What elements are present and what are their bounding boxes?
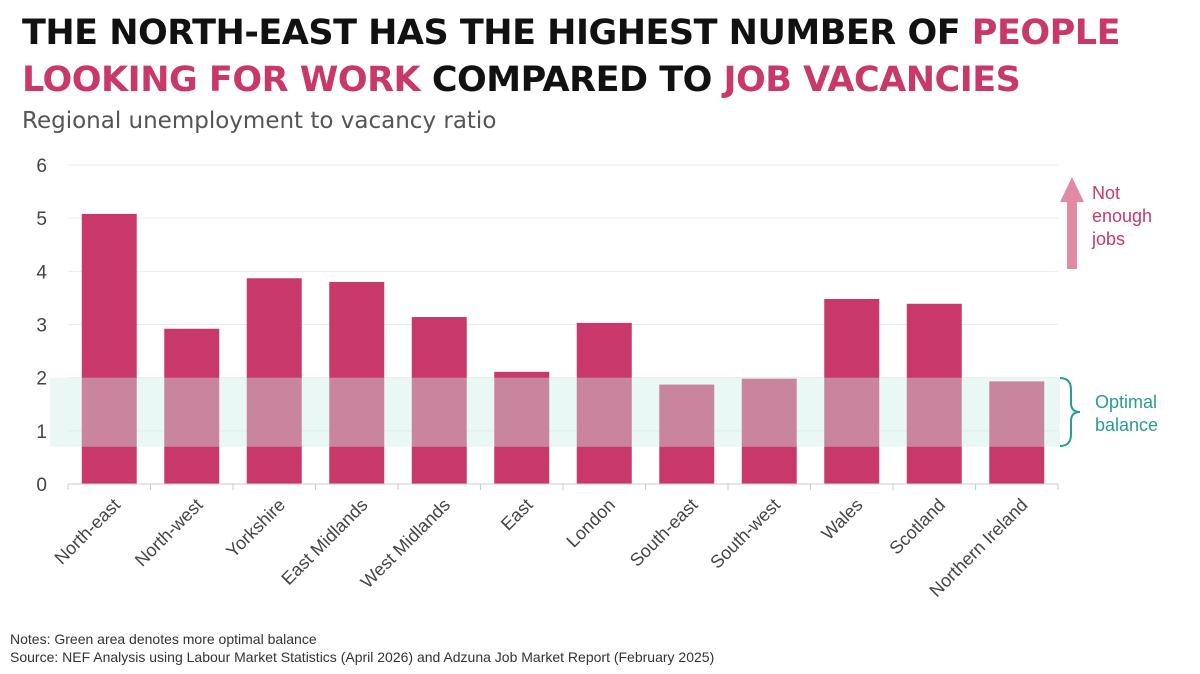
- bar: [824, 298, 880, 484]
- bar: [329, 281, 385, 484]
- not-enough-jobs-annotation: Not enough jobs: [1091, 183, 1152, 249]
- x-tick-label: Yorkshire: [222, 495, 289, 562]
- bar: [81, 213, 137, 484]
- y-tick-label: 3: [36, 316, 47, 337]
- title-part-4: JOB VACANCIES: [723, 60, 1021, 100]
- x-tick-label: West Midlands: [357, 495, 454, 592]
- x-tick-label: South-east: [626, 495, 702, 571]
- x-tick-label: North-east: [51, 495, 125, 569]
- y-tick-labels: 0 1 2 3 4 5 6: [36, 156, 47, 496]
- notes-text: Notes: Green area denotes more optimal b…: [10, 631, 317, 647]
- optimal-balance-annotation: Optimal balance: [1095, 392, 1158, 435]
- chart-title: THE NORTH-EAST HAS THE HIGHEST NUMBER OF…: [22, 10, 1182, 104]
- y-tick-label: 1: [36, 422, 47, 443]
- title-part-3: COMPARED TO: [420, 60, 724, 100]
- x-tick-label: North-west: [131, 495, 207, 571]
- x-tick-label: East: [497, 495, 537, 535]
- bar: [164, 328, 220, 484]
- arrow-shaft: [1067, 200, 1077, 269]
- bar: [989, 381, 1045, 484]
- bar: [411, 317, 467, 484]
- arrow-head: [1060, 177, 1084, 202]
- balance-annotation-line: balance: [1095, 415, 1158, 435]
- y-tick-label: 0: [36, 475, 47, 496]
- bar: [741, 378, 797, 484]
- up-annotation-line: jobs: [1091, 229, 1125, 249]
- up-annotation-line: enough: [1092, 206, 1152, 226]
- chart-subtitle: Regional unemployment to vacancy ratio: [22, 108, 497, 134]
- bar: [494, 371, 550, 484]
- balance-annotation-line: Optimal: [1095, 392, 1157, 412]
- y-tick-label: 4: [36, 262, 47, 283]
- x-tick-label: London: [562, 495, 619, 552]
- up-annotation-line: Not: [1092, 183, 1120, 203]
- footer: Notes: Green area denotes more optimal b…: [10, 630, 714, 666]
- y-tick-label: 6: [36, 156, 47, 177]
- title-part-2: PEOPLE LOOKING FOR WORK: [22, 13, 1120, 100]
- gridlines: [68, 164, 1058, 432]
- title-part-1: THE NORTH-EAST HAS THE HIGHEST NUMBER OF: [22, 13, 972, 53]
- bars: [81, 213, 1045, 484]
- x-tick-label: South-west: [706, 495, 784, 573]
- y-tick-label: 5: [36, 209, 47, 230]
- up-arrow-icon: [1060, 177, 1084, 269]
- x-tick-label: Scotland: [885, 495, 949, 559]
- brace-icon: [1059, 377, 1081, 447]
- bar: [246, 278, 302, 484]
- bar: [906, 303, 962, 484]
- bar: [659, 384, 715, 484]
- optimal-balance-band: [50, 377, 1060, 447]
- x-tick-label: East Midlands: [277, 495, 371, 589]
- bar: [576, 322, 632, 484]
- source-text: Source: NEF Analysis using Labour Market…: [10, 649, 715, 665]
- x-tick-label: Wales: [818, 495, 867, 544]
- x-tick-marks: [67, 484, 1059, 490]
- y-tick-label: 2: [36, 369, 47, 390]
